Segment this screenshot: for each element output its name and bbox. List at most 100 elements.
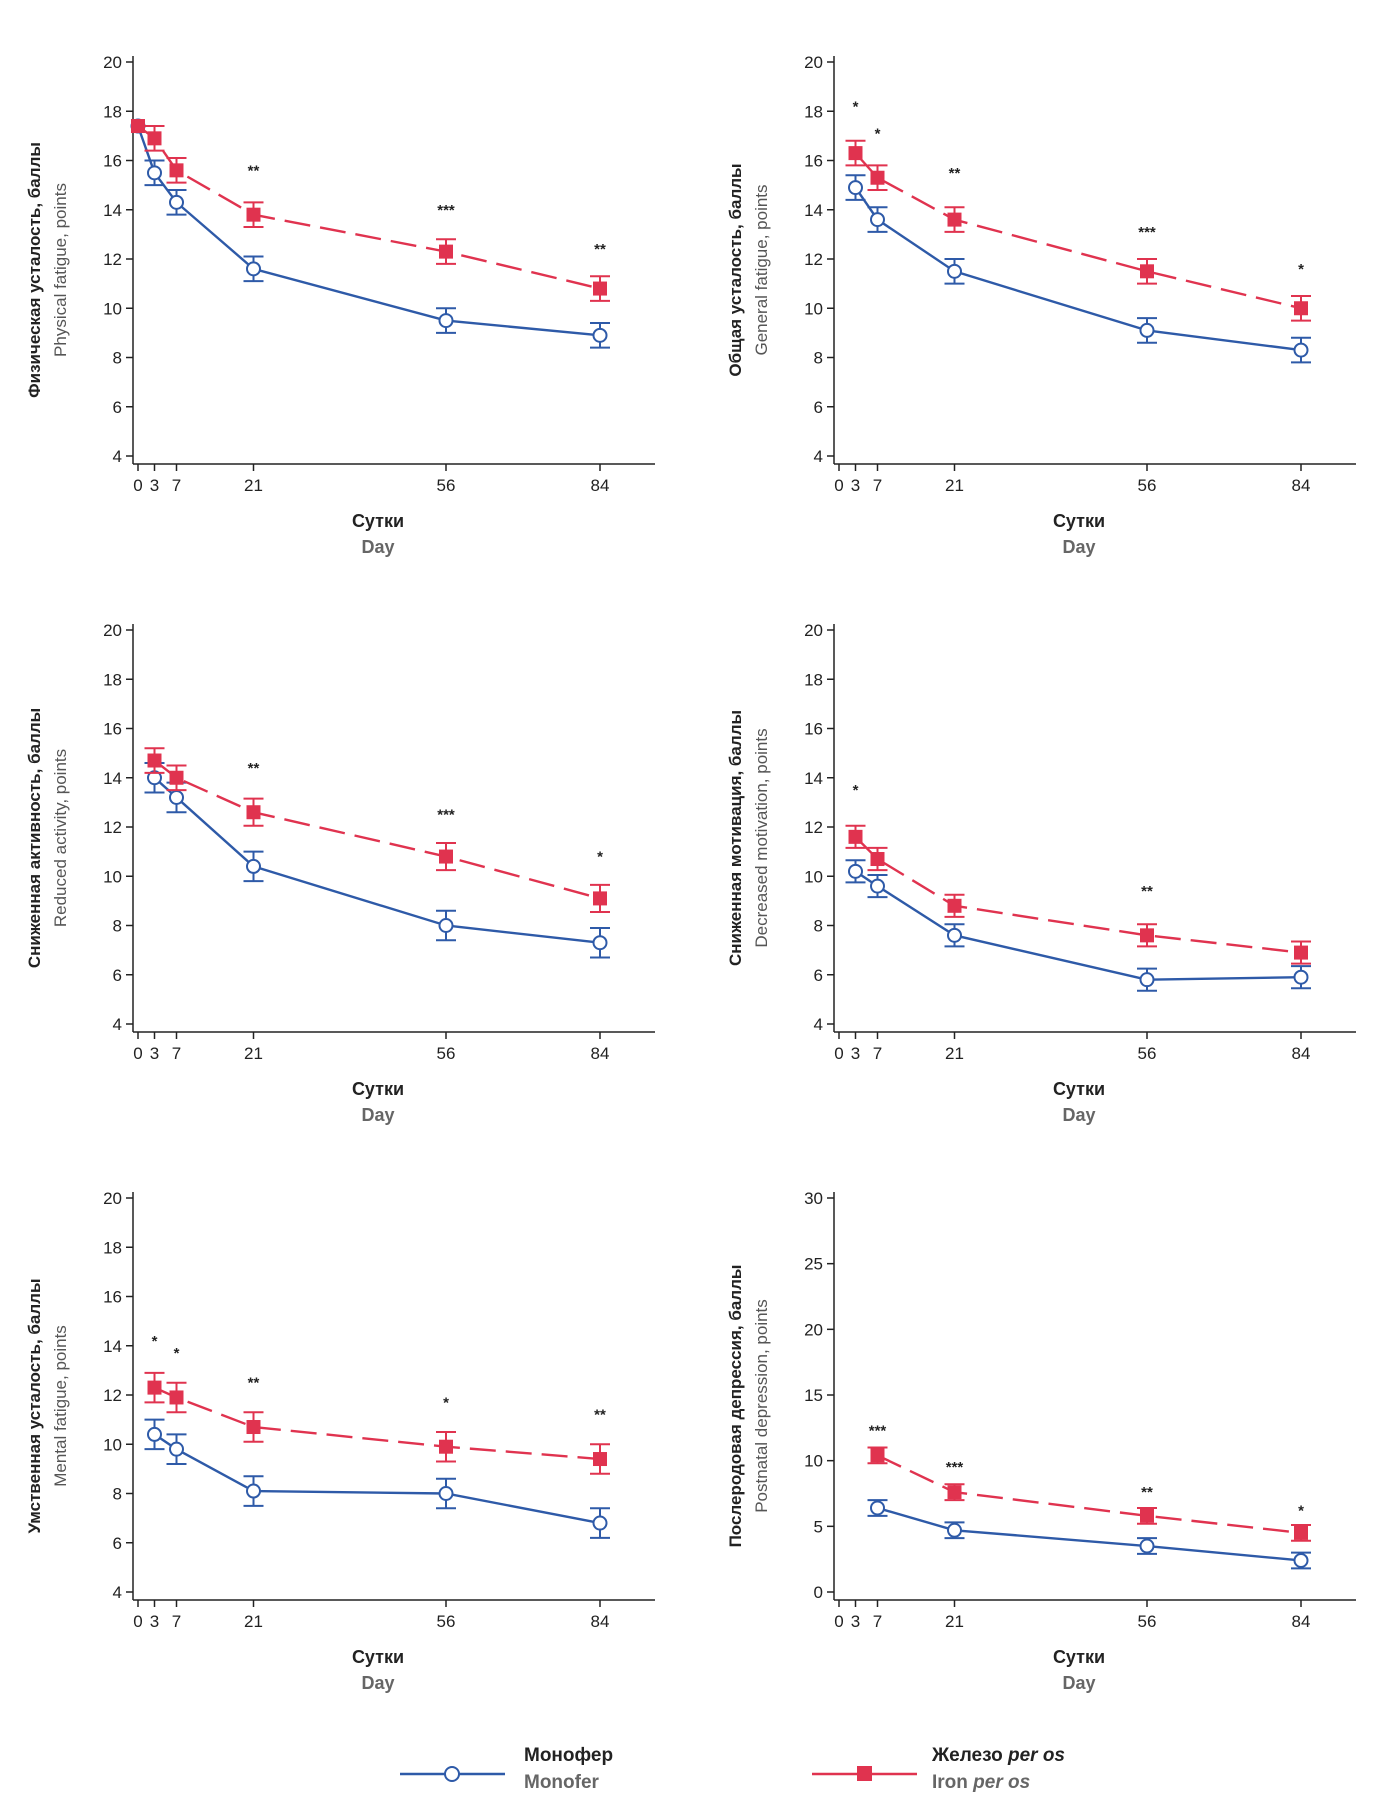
series-iron — [144, 747, 610, 913]
significance-label: *** — [946, 1459, 964, 1476]
y-tick-label: 0 — [814, 1583, 823, 1602]
x-axis-title: Сутки — [352, 1079, 404, 1099]
x-tick-label: 7 — [873, 1612, 882, 1631]
data-point-iron — [169, 163, 184, 178]
legend-monofer-label-ru: Монофер — [524, 1745, 613, 1766]
series-monofer — [144, 761, 610, 959]
data-point-monofer — [947, 263, 962, 279]
data-point-monofer — [870, 212, 885, 228]
x-axis-title: Сутки — [1053, 1079, 1105, 1099]
data-point-iron — [439, 1439, 453, 1454]
x-axis-title-en: Day — [1062, 1673, 1095, 1693]
x-axis-title-en: Day — [361, 1673, 394, 1693]
x-axis-title: Сутки — [1053, 511, 1105, 531]
significance-label: * — [875, 125, 881, 142]
x-tick-label: 21 — [945, 476, 964, 495]
data-point-iron — [246, 207, 261, 222]
x-tick-label: 0 — [133, 476, 142, 495]
y-tick-label: 18 — [804, 102, 823, 121]
x-tick-label: 3 — [851, 476, 860, 495]
legend: Монофер Monofer Железо per os Iron per o… — [400, 1745, 1065, 1793]
data-point-monofer — [592, 327, 608, 343]
x-tick-label: 84 — [591, 1612, 610, 1631]
data-point-iron — [593, 1452, 607, 1467]
x-tick-label: 21 — [244, 476, 263, 495]
y-tick-label: 14 — [103, 1337, 122, 1356]
series-iron — [131, 119, 610, 302]
x-tick-label: 56 — [1138, 476, 1157, 495]
significance-label: ** — [1141, 883, 1153, 900]
data-point-monofer — [592, 935, 608, 951]
data-point-iron — [439, 244, 453, 259]
y-tick-label: 20 — [804, 1320, 823, 1339]
data-point-monofer — [1293, 1552, 1309, 1568]
x-tick-label: 0 — [133, 1044, 142, 1063]
y-tick-label: 10 — [804, 867, 823, 886]
data-point-monofer — [169, 1441, 184, 1457]
data-point-monofer — [147, 1426, 162, 1442]
data-point-iron — [848, 146, 863, 161]
series-iron — [867, 1446, 1311, 1542]
x-tick-label: 84 — [1292, 1044, 1311, 1063]
x-tick-label: 84 — [591, 1044, 610, 1063]
y-tick-label: 16 — [103, 720, 122, 739]
data-point-monofer — [1139, 322, 1155, 338]
data-point-monofer — [1293, 969, 1309, 985]
data-point-iron — [147, 1380, 162, 1395]
x-tick-label: 56 — [1138, 1044, 1157, 1063]
significance-label: * — [1298, 261, 1304, 278]
data-point-iron — [870, 1448, 885, 1463]
y-tick-label: 4 — [113, 1583, 122, 1602]
significance-label: * — [597, 849, 603, 866]
y-tick-label: 8 — [814, 349, 823, 368]
y-tick-label: 10 — [804, 1452, 823, 1471]
y-tick-label: 10 — [103, 299, 122, 318]
data-point-monofer — [1139, 972, 1155, 988]
x-tick-label: 3 — [851, 1612, 860, 1631]
data-point-iron — [870, 852, 885, 867]
y-tick-label: 14 — [804, 769, 823, 788]
data-point-iron — [147, 753, 162, 768]
y-tick-label: 8 — [113, 917, 122, 936]
data-point-iron — [147, 131, 162, 146]
y-tick-label: 8 — [113, 1485, 122, 1504]
y-axis-title-en: Physical fatigue, points — [51, 183, 70, 357]
y-tick-label: 5 — [814, 1517, 823, 1536]
data-point-iron — [1140, 264, 1154, 279]
x-tick-label: 0 — [834, 1044, 843, 1063]
data-point-iron — [593, 891, 607, 906]
data-point-monofer — [870, 878, 885, 894]
data-point-monofer — [592, 1515, 608, 1531]
y-tick-label: 4 — [814, 447, 823, 466]
data-point-iron — [169, 770, 184, 785]
data-point-iron — [246, 1420, 261, 1435]
x-tick-label: 0 — [834, 476, 843, 495]
data-point-monofer — [246, 261, 261, 277]
significance-label: * — [443, 1394, 449, 1411]
data-point-iron — [246, 805, 261, 820]
y-tick-label: 12 — [103, 818, 122, 837]
y-axis-title-en: Mental fatigue, points — [51, 1325, 70, 1487]
series-line-monofer — [877, 1506, 1302, 1562]
significance-label: *** — [1138, 224, 1156, 241]
x-tick-label: 21 — [244, 1612, 263, 1631]
series-line-iron — [876, 1454, 1302, 1535]
legend-iron-label-en-italic: per os — [972, 1772, 1030, 1793]
data-point-monofer — [848, 180, 863, 196]
y-tick-label: 20 — [804, 621, 823, 640]
data-point-monofer — [1139, 1538, 1155, 1554]
data-point-monofer — [947, 1522, 962, 1538]
y-tick-label: 20 — [103, 1189, 122, 1208]
y-tick-label: 18 — [804, 670, 823, 689]
legend-monofer-label-en: Monofer — [524, 1772, 600, 1793]
x-tick-label: 7 — [172, 476, 181, 495]
x-tick-label: 21 — [945, 1612, 964, 1631]
significance-label: * — [174, 1345, 180, 1362]
data-point-monofer — [169, 789, 184, 805]
x-tick-label: 0 — [834, 1612, 843, 1631]
significance-label: ** — [248, 1375, 260, 1392]
significance-label: * — [853, 98, 859, 115]
y-tick-label: 12 — [804, 250, 823, 269]
